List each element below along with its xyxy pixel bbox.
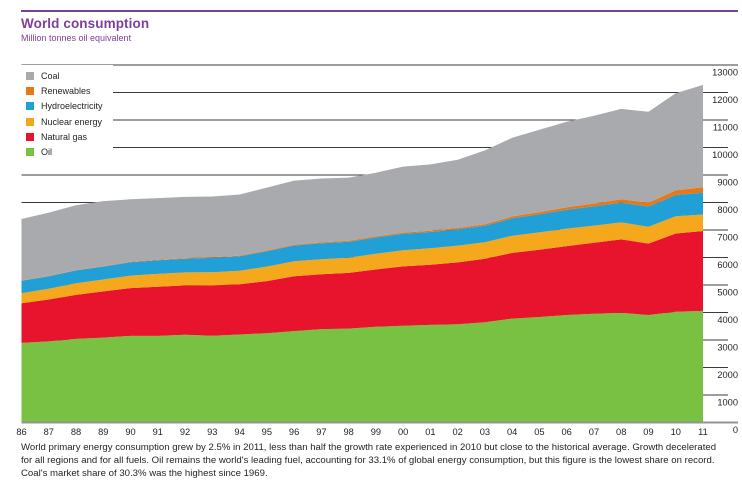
legend-item-natural-gas: Natural gas	[26, 129, 103, 144]
legend-swatch-icon	[26, 148, 34, 157]
area-series	[21, 84, 703, 423]
x-tick-label-94: 94	[234, 427, 244, 437]
x-tick-label-05: 05	[534, 427, 544, 437]
y-tick-label-8000: 8000	[717, 205, 738, 215]
legend-item-renewables: Renewables	[26, 83, 103, 98]
y-tick-label-11000: 11000	[713, 123, 738, 133]
y-tick-label-13000: 13000	[712, 68, 738, 78]
legend-label: Oil	[41, 147, 52, 158]
area-nuclear-energy	[21, 214, 703, 304]
x-tick-label-09: 09	[643, 427, 653, 437]
y-tick-label-10000: 10000	[712, 150, 738, 160]
x-tick-label-98: 98	[343, 427, 353, 437]
x-tick-label-11: 11	[698, 427, 708, 437]
legend-label: Renewables	[41, 85, 91, 96]
x-tick-label-02: 02	[452, 427, 462, 437]
x-tick-label-88: 88	[71, 427, 81, 437]
x-tick-label-87: 87	[44, 427, 54, 437]
area-natural-gas	[21, 231, 703, 343]
x-tick-label-06: 06	[562, 427, 572, 437]
x-tick-label-97: 97	[316, 427, 326, 437]
legend-swatch-icon	[26, 132, 34, 141]
x-tick-label-01: 01	[425, 427, 435, 437]
x-tick-label-08: 08	[616, 427, 626, 437]
y-tick-label-2000: 2000	[717, 370, 738, 380]
x-tick-label-93: 93	[207, 427, 217, 437]
x-tick-label-00: 00	[398, 427, 408, 437]
y-axis-labels: 0 1000 2000 3000 4000 5000 6000 7000 8000 9000 100…	[712, 68, 738, 436]
y-tick-label-5000: 5000	[717, 288, 738, 298]
x-tick-label-03: 03	[480, 427, 490, 437]
chart-legend: Coal Renewables Hydroelectricity Nuclear en…	[20, 65, 113, 165]
chart-subtitle: Million tonnes oil equivalent	[21, 33, 132, 43]
y-tick-label-7000: 7000	[717, 233, 738, 243]
x-tick-label-86: 86	[16, 427, 26, 437]
area-coal	[21, 84, 703, 281]
legend-label: Nuclear energy	[41, 116, 103, 127]
legend-swatch-icon	[26, 86, 34, 95]
chart-title: World consumption	[21, 16, 150, 31]
x-tick-label-99: 99	[371, 427, 381, 437]
y-tick-label-4000: 4000	[717, 315, 738, 325]
legend-item-hydroelectricity: Hydroelectricity	[26, 99, 103, 114]
legend-item-coal: Coal	[26, 68, 103, 83]
x-tick-label-96: 96	[289, 427, 299, 437]
legend-item-oil: Oil	[26, 144, 103, 159]
x-axis-labels: 86 87 88 89 90 91 92 93 94 95 96 97 98 99 00 01 02 03 04 05…	[16, 427, 708, 437]
legend-swatch-icon	[26, 102, 34, 111]
x-tick-label-91: 91	[153, 427, 163, 437]
x-tick-label-10: 10	[671, 427, 681, 437]
legend-swatch-icon	[26, 71, 34, 80]
header-accent-rule	[21, 10, 738, 12]
y-tick-label-3000: 3000	[717, 343, 738, 353]
legend-label: Coal	[41, 70, 60, 81]
x-tick-label-92: 92	[180, 427, 190, 437]
area-hydroelectricity	[21, 192, 703, 294]
y-tick-label-12000: 12000	[712, 95, 738, 105]
legend-item-nuclear-energy: Nuclear energy	[26, 114, 103, 129]
x-tick-label-90: 90	[125, 427, 135, 437]
y-tick-label-6000: 6000	[717, 260, 738, 270]
area-oil	[21, 310, 703, 423]
x-tick-label-95: 95	[262, 427, 272, 437]
y-tick-label-1000: 1000	[717, 398, 738, 408]
x-tick-label-89: 89	[98, 427, 108, 437]
footer-commentary: World primary energy consumption grew by…	[21, 442, 717, 480]
x-tick-label-07: 07	[589, 427, 599, 437]
legend-swatch-icon	[26, 117, 34, 126]
x-tick-label-04: 04	[507, 427, 517, 437]
y-tick-label-9000: 9000	[717, 178, 738, 188]
legend-label: Hydroelectricity	[41, 101, 103, 112]
legend-label: Natural gas	[41, 131, 88, 142]
y-tick-label-0: 0	[733, 425, 738, 435]
